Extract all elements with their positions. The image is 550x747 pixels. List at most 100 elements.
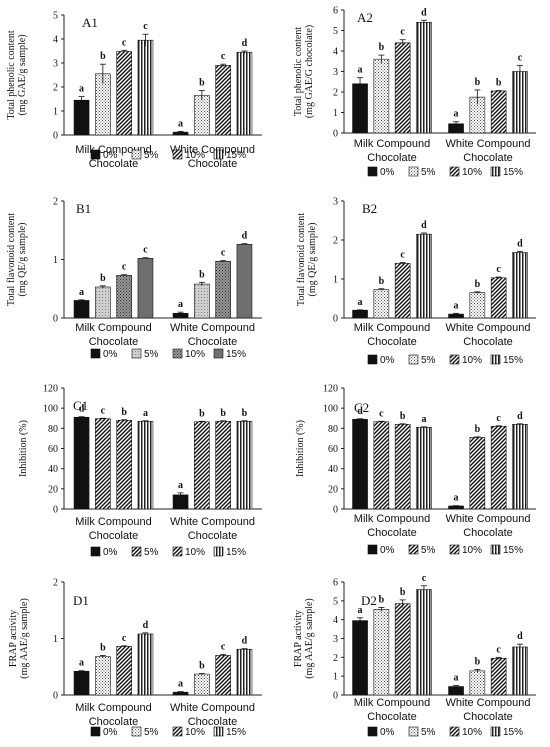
y-axis-label: Inhibition (%) — [18, 420, 29, 477]
bar-0pct — [73, 670, 90, 696]
bar-15pct — [512, 252, 528, 319]
panel-label: A1 — [82, 15, 98, 30]
significance-letter: d — [242, 231, 248, 242]
significance-letter: a — [178, 299, 183, 310]
bar-15pct — [416, 21, 432, 134]
significance-letter: b — [199, 661, 205, 672]
significance-letter: c — [221, 51, 226, 62]
category-label: Chocolate — [89, 716, 139, 728]
bar-5pct — [194, 421, 210, 510]
legend-label: 10% — [462, 167, 482, 178]
bar-10pct — [215, 260, 231, 319]
significance-letter: c — [400, 27, 405, 38]
chart-panel-d1: 0 1 2 FRAP activity (mg AAE/g sample) D1 a b c d M… — [8, 578, 262, 738]
legend-label: 0% — [380, 355, 395, 366]
category-label: Chocolate — [463, 152, 513, 164]
significance-letter: b — [100, 273, 106, 284]
y-tick-label: 3 — [53, 59, 58, 70]
bar-0pct — [73, 300, 90, 319]
legend-swatch — [408, 166, 419, 177]
y-tick-label: 100 — [323, 404, 338, 415]
legend-label: 10% — [462, 727, 482, 738]
legend-swatch — [213, 149, 224, 160]
significance-letter: b — [199, 408, 205, 419]
y-tick-label: 4 — [333, 615, 338, 626]
bar-5pct — [95, 286, 111, 319]
bar-15pct — [416, 233, 432, 319]
legend-swatch — [172, 348, 183, 359]
category-label: Milk Compound — [75, 322, 151, 334]
category-label: White Compound — [170, 702, 255, 714]
bar-10pct — [490, 277, 507, 319]
significance-letter: a — [178, 480, 183, 491]
legend-label: 0% — [103, 349, 118, 360]
y-tick-label: 120 — [323, 384, 338, 395]
y-tick-label: 4 — [333, 47, 338, 58]
y-axis-label: (mg AAE/g sample) — [304, 598, 315, 679]
significance-letter: c — [221, 248, 226, 259]
y-tick-label: 2 — [333, 653, 338, 664]
y-axis-label: Total phenolic content — [293, 27, 304, 116]
significance-letter: d — [357, 406, 363, 417]
legend-swatch — [490, 726, 501, 737]
legend-label: 15% — [226, 349, 246, 360]
bar-15pct — [137, 633, 154, 696]
bar-15pct — [137, 258, 154, 319]
legend-swatch — [490, 544, 501, 555]
legend-label: 15% — [503, 355, 523, 366]
y-axis-label: Total flavonoid content — [296, 213, 307, 306]
legend-swatch — [90, 726, 101, 737]
legend-swatch — [90, 546, 101, 557]
panel-label: C1 — [73, 398, 88, 413]
significance-letter: a — [454, 673, 459, 684]
significance-letter: d — [517, 238, 523, 249]
panel-label: A2 — [357, 10, 373, 25]
y-tick-label: 1 — [333, 108, 338, 119]
bar-15pct — [512, 71, 528, 134]
y-tick-label: 0 — [333, 314, 338, 325]
legend-swatch — [213, 546, 224, 557]
significance-letter: d — [143, 620, 149, 631]
y-tick-label: 0 — [333, 691, 338, 702]
bar-15pct — [236, 648, 253, 696]
significance-letter: a — [79, 658, 84, 669]
y-tick-label: 2 — [53, 197, 58, 208]
significance-letter: d — [242, 636, 248, 647]
bar-10pct — [394, 603, 411, 696]
legend-label: 15% — [226, 150, 246, 161]
significance-letter: d — [421, 220, 427, 231]
significance-letter: b — [199, 269, 205, 280]
legend-label: 5% — [144, 727, 159, 738]
bar-0pct — [352, 418, 368, 510]
legend-label: 15% — [503, 545, 523, 556]
category-label: Milk Compound — [75, 516, 151, 528]
legend-label: 10% — [462, 545, 482, 556]
legend-label: 15% — [503, 727, 523, 738]
panel-label: B1 — [76, 201, 91, 216]
legend-swatch — [449, 354, 460, 365]
y-tick-label: 0 — [53, 691, 58, 702]
category-label: Milk Compound — [354, 322, 430, 334]
significance-letter: a — [143, 408, 148, 419]
bar-10pct — [394, 423, 411, 510]
bar-5pct — [194, 673, 210, 696]
significance-letter: a — [358, 605, 363, 616]
legend-swatch — [131, 149, 142, 160]
legend-label: 5% — [144, 547, 159, 558]
significance-letter: a — [454, 493, 459, 504]
significance-letter: c — [422, 573, 427, 584]
y-tick-label: 1 — [53, 634, 58, 645]
chart-panel-a2: 0 1 2 3 4 5 6 Total phenolic content (mg GAE/G c… — [293, 6, 536, 178]
bar-0pct — [352, 309, 368, 319]
significance-letter: b — [242, 408, 248, 419]
y-tick-label: 2 — [333, 88, 338, 99]
category-label: Chocolate — [89, 158, 139, 170]
bar-0pct — [352, 83, 368, 134]
y-tick-label: 20 — [48, 484, 58, 495]
legend-label: 0% — [103, 150, 118, 161]
category-label: Milk Compound — [75, 702, 151, 714]
legend-label: 5% — [421, 727, 436, 738]
y-axis-label: Total phenolic content — [6, 30, 17, 119]
significance-letter: b — [199, 78, 205, 89]
y-axis-label: (mg QE/g sample) — [17, 223, 28, 297]
